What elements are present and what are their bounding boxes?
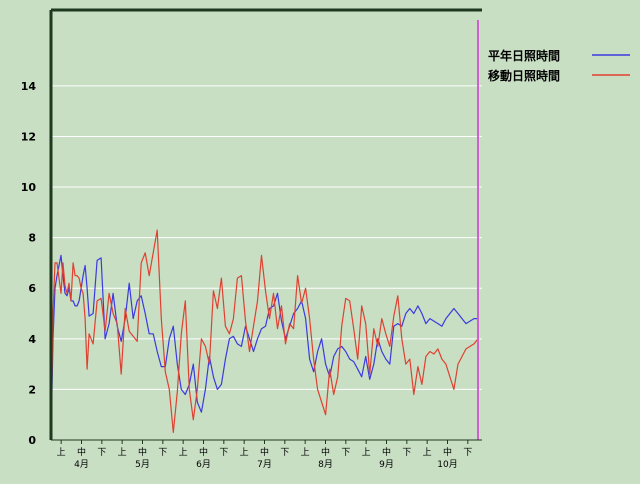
x-axis-ticks: 上中下上中下上中下上中下上中下上中下上中下4月 5月 6月 7月 8月 9月 10月 xyxy=(57,440,472,470)
x-tick-label: 中 xyxy=(443,446,452,458)
x-tick-label: 下 xyxy=(219,448,228,458)
x-tick-label: 中 xyxy=(77,446,86,458)
y-axis-ticks: 0 2 4 6 8 10 12 14 xyxy=(21,80,37,447)
x-tick-label: 中 xyxy=(321,446,330,458)
y-tick-label: 4 xyxy=(28,333,36,346)
x-month-label: 4月 xyxy=(74,459,89,470)
x-tick-label: 上 xyxy=(57,447,66,458)
legend: 平年日照時間 移動日照時間 xyxy=(488,48,630,83)
axes xyxy=(49,8,482,441)
legend-label-moving: 移動日照時間 xyxy=(488,68,560,83)
y-tick-label: 10 xyxy=(21,181,37,194)
x-tick-label: 中 xyxy=(199,446,208,458)
x-tick-label: 上 xyxy=(179,447,188,458)
x-month-label: 5月 xyxy=(135,459,150,470)
x-tick-label: 上 xyxy=(362,447,371,458)
y-tick-label: 12 xyxy=(21,130,36,143)
x-tick-label: 下 xyxy=(341,448,350,458)
x-tick-label: 上 xyxy=(301,447,310,458)
x-tick-label: 中 xyxy=(382,446,391,458)
y-tick-label: 8 xyxy=(28,232,36,245)
x-month-label: 9月 xyxy=(379,459,394,470)
x-tick-label: 上 xyxy=(118,447,127,458)
x-month-label: 8月 xyxy=(318,459,333,470)
x-month-label: 7月 xyxy=(257,459,272,470)
x-tick-label: 下 xyxy=(97,448,106,458)
x-month-label: 10月 xyxy=(437,459,457,470)
legend-label-normal: 平年日照時間 xyxy=(488,48,560,63)
x-month-label: 6月 xyxy=(196,459,211,470)
x-tick-label: 下 xyxy=(402,448,411,458)
y-tick-label: 0 xyxy=(28,434,36,447)
y-tick-label: 6 xyxy=(28,282,36,295)
series-lines xyxy=(50,229,479,441)
x-tick-label: 下 xyxy=(280,448,289,458)
y-tick-label: 2 xyxy=(28,383,36,396)
x-tick-label: 上 xyxy=(240,447,249,458)
x-tick-label: 中 xyxy=(138,446,147,458)
x-tick-label: 中 xyxy=(260,446,269,458)
x-tick-label: 下 xyxy=(158,448,167,458)
x-tick-label: 上 xyxy=(423,447,432,458)
series-line-2 xyxy=(50,229,479,441)
x-tick-label: 下 xyxy=(463,448,472,458)
y-tick-label: 14 xyxy=(21,80,37,93)
